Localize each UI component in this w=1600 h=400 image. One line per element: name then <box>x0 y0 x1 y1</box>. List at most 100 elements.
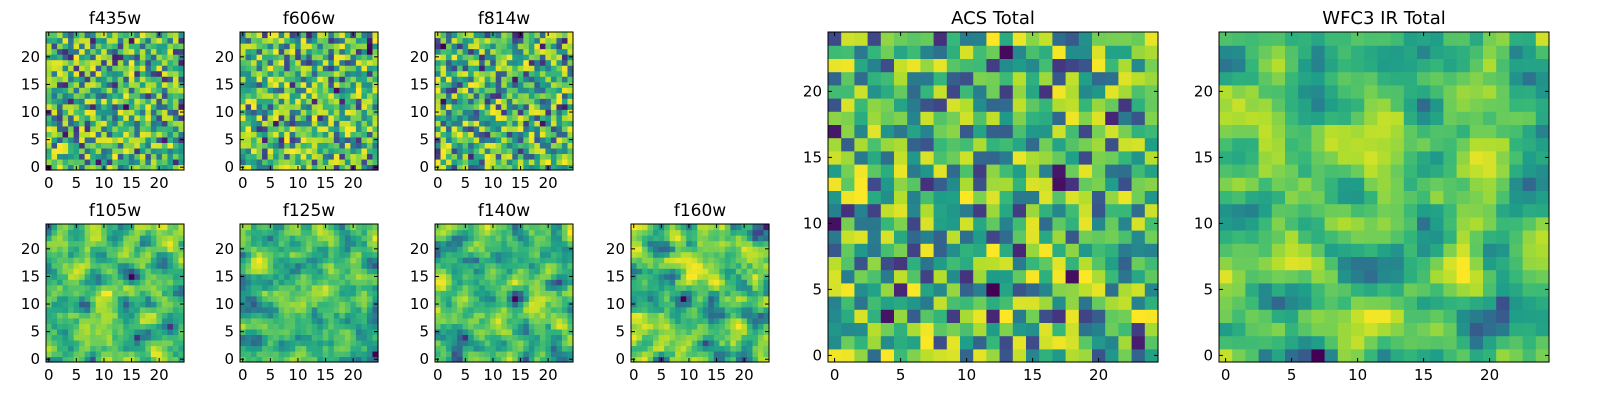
heatmap-cell <box>517 317 524 324</box>
heatmap-cell <box>664 240 671 247</box>
heatmap-cell <box>675 240 682 247</box>
heatmap-cell <box>545 246 552 253</box>
heatmap-cell <box>139 153 146 160</box>
heatmap-cell <box>567 295 574 302</box>
heatmap-cell <box>178 306 185 313</box>
heatmap-cell <box>920 203 935 218</box>
heatmap-cell <box>101 87 108 94</box>
heatmap-cell <box>145 158 152 166</box>
heatmap-cell <box>440 147 447 155</box>
heatmap-cell <box>161 246 169 253</box>
heatmap-cell <box>752 301 759 308</box>
heatmap-cell <box>355 240 363 247</box>
heatmap-cell <box>95 273 102 280</box>
heatmap-cell <box>534 125 541 132</box>
heatmap-cell <box>251 356 258 363</box>
heatmap-cell <box>828 164 842 178</box>
heatmap-cell <box>139 295 146 302</box>
heatmap-cell <box>46 317 53 324</box>
heatmap-cell <box>117 306 124 313</box>
heatmap-cell <box>156 43 163 50</box>
heatmap-cell <box>128 65 135 72</box>
heatmap-cell <box>333 125 340 132</box>
heatmap-cell <box>262 240 269 247</box>
heatmap-cell <box>468 301 475 308</box>
heatmap-cell <box>545 98 552 105</box>
heatmap-cell <box>658 295 665 302</box>
heatmap-cell <box>999 335 1014 350</box>
heatmap-cell <box>462 142 469 149</box>
heatmap-cell <box>317 306 324 313</box>
heatmap-cell <box>446 334 453 341</box>
heatmap-cell <box>372 290 379 297</box>
heatmap-cell <box>495 114 502 121</box>
heatmap-cell <box>322 120 329 127</box>
heatmap-cell <box>46 350 53 358</box>
heatmap-cell <box>306 114 313 121</box>
heatmap-cell <box>550 81 558 88</box>
heatmap-cell <box>95 290 102 297</box>
heatmap-cell <box>178 48 185 55</box>
heatmap-cell <box>106 109 113 116</box>
heatmap-cell <box>567 37 574 44</box>
heatmap-cell <box>702 301 709 308</box>
heatmap-cell <box>867 282 882 297</box>
heatmap-cell <box>123 240 130 247</box>
heatmap-cell <box>702 284 709 291</box>
heatmap-cell <box>880 296 895 310</box>
heatmap-cell <box>134 328 141 335</box>
heatmap-cell <box>95 120 102 127</box>
heatmap-cell <box>473 136 480 143</box>
heatmap-cell <box>112 312 119 319</box>
heatmap-cell <box>333 120 340 127</box>
heatmap-cell <box>451 48 458 55</box>
heatmap-cell <box>73 339 80 347</box>
heatmap-cell <box>256 295 263 302</box>
heatmap-cell <box>106 114 113 121</box>
heatmap-cell <box>339 301 346 308</box>
heatmap-cell <box>273 92 280 99</box>
heatmap-cell <box>534 109 541 116</box>
heatmap-cell <box>517 240 524 247</box>
heatmap-cell <box>90 257 97 264</box>
heatmap-cell <box>139 323 146 330</box>
heatmap-cell <box>920 177 935 191</box>
heatmap-cell <box>245 306 252 313</box>
heatmap-cell <box>451 306 458 313</box>
y-tick-label: 10 <box>21 103 40 121</box>
heatmap-cell <box>1078 177 1093 191</box>
heatmap-cell <box>245 158 252 166</box>
heatmap-cell <box>730 262 737 269</box>
heatmap-cell <box>501 164 508 171</box>
heatmap-cell <box>501 235 508 242</box>
heatmap-cell <box>528 37 535 44</box>
heatmap-cell <box>57 301 64 308</box>
heatmap-cell <box>479 43 486 50</box>
panel-title: f435w <box>89 9 141 29</box>
heatmap-cell <box>372 142 379 149</box>
heatmap-cell <box>90 240 97 247</box>
heatmap-cell <box>361 334 368 341</box>
heatmap-cell <box>539 328 546 335</box>
heatmap-cell <box>267 350 274 358</box>
heatmap-cell <box>752 323 759 330</box>
heatmap-cell <box>240 350 247 358</box>
heatmap-cell <box>517 109 524 116</box>
heatmap-cell <box>240 306 247 313</box>
heatmap-cell <box>245 142 252 149</box>
heatmap-cell <box>256 37 263 44</box>
heatmap-cell <box>178 323 185 330</box>
heatmap-cell <box>636 301 643 308</box>
heatmap-cell <box>446 246 453 253</box>
heatmap-cell <box>473 290 480 297</box>
heatmap-cell <box>245 147 252 155</box>
heatmap-cell <box>355 65 363 72</box>
heatmap-cell <box>495 284 502 291</box>
heatmap-cell <box>150 273 157 280</box>
heatmap-cell <box>84 120 91 127</box>
heatmap-cell <box>117 103 124 110</box>
heatmap-cell <box>479 147 486 155</box>
heatmap-cell <box>528 229 535 236</box>
